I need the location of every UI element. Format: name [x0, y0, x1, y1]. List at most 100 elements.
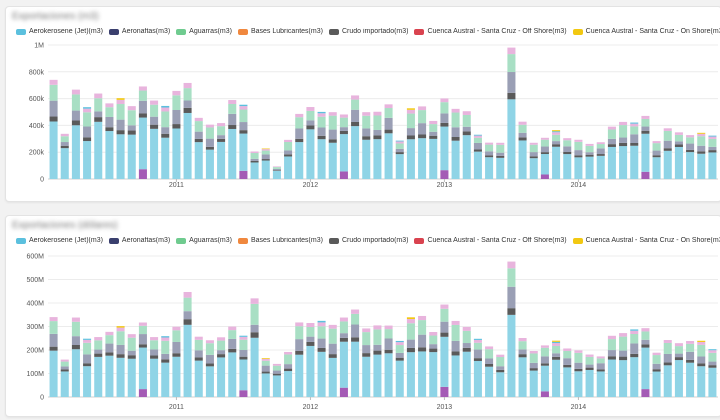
bar-segment[interactable] — [362, 356, 371, 397]
bar-segment[interactable] — [71, 110, 80, 121]
bar-segment[interactable] — [71, 336, 80, 345]
bar-segment[interactable] — [607, 339, 616, 351]
bar-segment[interactable] — [473, 135, 482, 138]
bar-segment[interactable] — [451, 112, 460, 128]
legend-item[interactable]: Aguarras(m3) — [176, 28, 232, 35]
bar-segment[interactable] — [83, 107, 92, 109]
bar-segment[interactable] — [552, 340, 561, 342]
bar-segment[interactable] — [272, 167, 281, 169]
bar-segment[interactable] — [328, 142, 337, 179]
bar-segment[interactable] — [317, 113, 326, 117]
bar-segment[interactable] — [585, 152, 594, 155]
bar-segment[interactable] — [663, 150, 672, 179]
bar-stack[interactable] — [384, 325, 393, 397]
bar-segment[interactable] — [272, 170, 281, 171]
bar-segment[interactable] — [429, 335, 438, 345]
bar-stack[interactable] — [540, 345, 549, 397]
bar-segment[interactable] — [596, 154, 605, 156]
bar-segment[interactable] — [429, 135, 438, 139]
bar-stack[interactable] — [250, 298, 259, 397]
bar-segment[interactable] — [641, 115, 650, 119]
bar-segment[interactable] — [440, 332, 449, 337]
bar-segment[interactable] — [507, 47, 516, 55]
bar-segment[interactable] — [574, 350, 583, 353]
bar-stack[interactable] — [317, 111, 326, 179]
bar-segment[interactable] — [351, 341, 360, 397]
bar-segment[interactable] — [317, 347, 326, 352]
bar-segment[interactable] — [619, 125, 628, 138]
bar-segment[interactable] — [205, 363, 214, 367]
bar-stack[interactable] — [138, 86, 147, 179]
bar-stack[interactable] — [362, 328, 371, 397]
bar-segment[interactable] — [607, 146, 616, 179]
bar-segment[interactable] — [328, 354, 337, 358]
bar-segment[interactable] — [663, 340, 672, 343]
bar-segment[interactable] — [540, 146, 549, 153]
bar-segment[interactable] — [619, 137, 628, 143]
bar-segment[interactable] — [418, 351, 427, 397]
bar-segment[interactable] — [529, 158, 538, 179]
bar-stack[interactable] — [49, 317, 58, 397]
bar-segment[interactable] — [239, 130, 248, 134]
bar-segment[interactable] — [540, 391, 549, 397]
bar-segment[interactable] — [697, 366, 706, 397]
bar-segment[interactable] — [384, 117, 393, 130]
bar-segment[interactable] — [473, 134, 482, 136]
bar-segment[interactable] — [496, 354, 505, 358]
bar-segment[interactable] — [652, 355, 661, 364]
bar-segment[interactable] — [183, 82, 192, 89]
bar-segment[interactable] — [451, 324, 460, 341]
bar-segment[interactable] — [373, 329, 382, 345]
bar-segment[interactable] — [563, 367, 572, 397]
bar-segment[interactable] — [83, 137, 92, 142]
bar-segment[interactable] — [451, 340, 460, 352]
bar-segment[interactable] — [552, 359, 561, 397]
bar-segment[interactable] — [529, 142, 538, 145]
bar-segment[interactable] — [485, 157, 494, 179]
bar-segment[interactable] — [507, 308, 516, 315]
bar-stack[interactable] — [585, 143, 594, 179]
bar-stack[interactable] — [406, 317, 415, 397]
bar-segment[interactable] — [585, 145, 594, 153]
bar-segment[interactable] — [150, 104, 159, 117]
bar-segment[interactable] — [384, 338, 393, 350]
bar-segment[interactable] — [518, 341, 527, 350]
bar-segment[interactable] — [306, 323, 315, 328]
bar-segment[interactable] — [697, 363, 706, 367]
bar-segment[interactable] — [239, 109, 248, 123]
bar-segment[interactable] — [362, 112, 371, 116]
bar-stack[interactable] — [373, 111, 382, 179]
bar-segment[interactable] — [529, 368, 538, 371]
bar-segment[interactable] — [485, 363, 494, 367]
bar-stack[interactable] — [697, 132, 706, 179]
bar-segment[interactable] — [205, 138, 214, 147]
bar-stack[interactable] — [284, 351, 293, 397]
bar-segment[interactable] — [239, 336, 248, 340]
bar-stack[interactable] — [116, 98, 125, 179]
bar-segment[interactable] — [83, 108, 92, 113]
bar-segment[interactable] — [406, 113, 415, 129]
bar-stack[interactable] — [384, 104, 393, 179]
bar-segment[interactable] — [708, 352, 717, 362]
bar-segment[interactable] — [451, 108, 460, 113]
bar-segment[interactable] — [228, 128, 237, 179]
legend-item[interactable]: Cuenca Austral - Santa Cruz - On Shore(m… — [572, 28, 720, 35]
bar-segment[interactable] — [250, 324, 259, 333]
bar-segment[interactable] — [172, 341, 181, 354]
bar-segment[interactable] — [217, 126, 226, 136]
bar-stack[interactable] — [529, 142, 538, 179]
bar-segment[interactable] — [674, 146, 683, 179]
bar-segment[interactable] — [429, 120, 438, 125]
bar-segment[interactable] — [328, 343, 337, 355]
bar-stack[interactable] — [172, 90, 181, 179]
bar-stack[interactable] — [574, 350, 583, 397]
bar-segment[interactable] — [384, 353, 393, 397]
bar-stack[interactable] — [641, 115, 650, 179]
bar-stack[interactable] — [451, 320, 460, 397]
bar-segment[interactable] — [116, 326, 125, 328]
bar-segment[interactable] — [641, 344, 650, 348]
bar-stack[interactable] — [351, 95, 360, 179]
bar-segment[interactable] — [630, 122, 639, 124]
bar-segment[interactable] — [127, 355, 136, 359]
bar-segment[interactable] — [652, 141, 661, 144]
